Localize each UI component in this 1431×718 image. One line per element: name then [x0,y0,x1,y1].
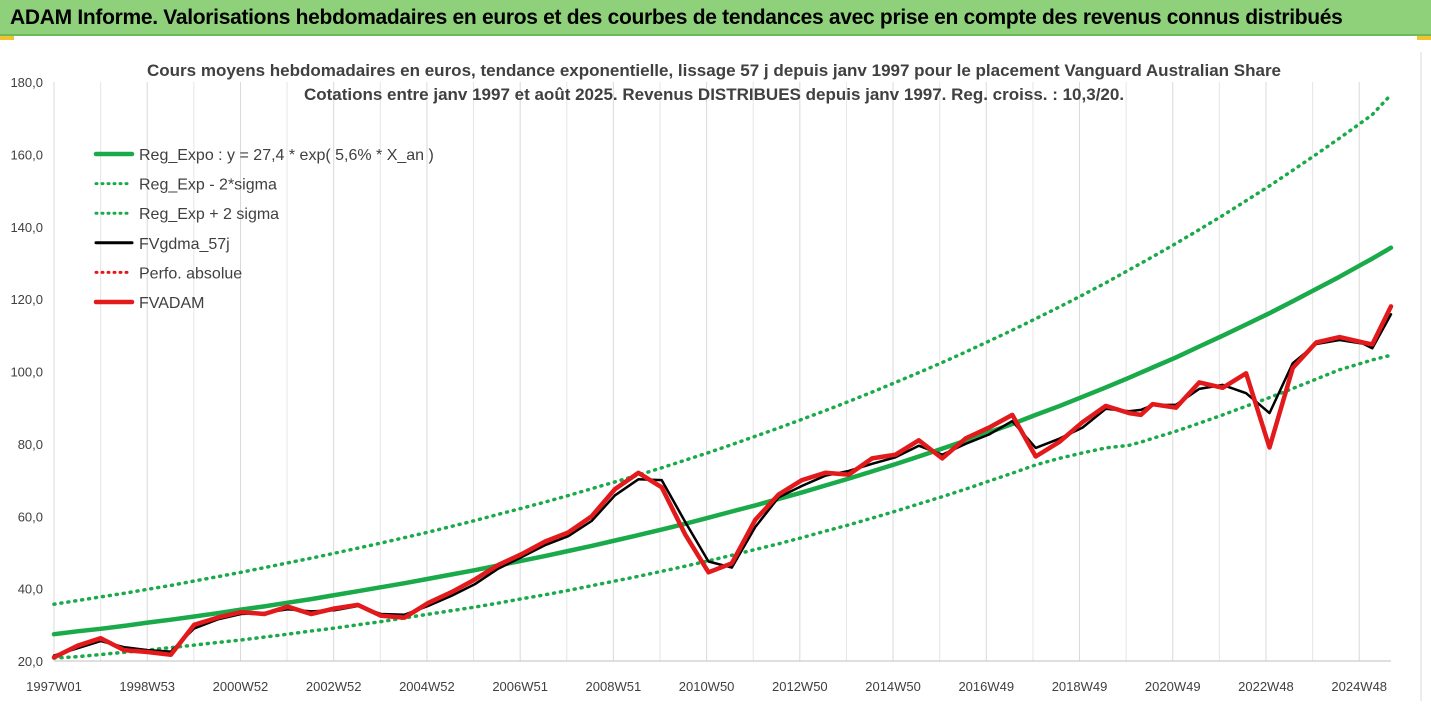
legend: Reg_Expo : y = 27,4 * exp( 5,6% * X_an )… [93,147,434,312]
chart-subtitle: Cotations entre janv 1997 et août 2025. … [304,85,1124,104]
x-tick-label: 2014W50 [865,679,921,694]
corner-marker-left [0,36,14,40]
chart: 1997W01 1998W53 2000W52 2002W52 2004W52 2006W… [10,52,1422,701]
banner: ADAM Informe. Valorisations hebdomadaire… [0,0,1431,36]
legend-label: Reg_Expo : y = 27,4 * exp( 5,6% * X_an ) [139,147,434,164]
series-line-fvadam [51,304,1394,660]
grid [53,82,1360,661]
x-tick-label: 1997W01 [26,679,82,694]
series-line-reg-exp-2-sigma [52,92,1393,606]
chart-frame: 1997W01 1998W53 2000W52 2002W52 2004W52 2006W… [0,38,1431,718]
x-tick-label: 2012W50 [772,679,828,694]
y-tick-label: 120,0 [10,292,43,307]
x-tick-label: 2024W48 [1331,679,1387,694]
legend-label: Perfo. absolue [139,265,242,282]
x-tick-label: 2020W49 [1145,679,1201,694]
legend-label: FVgdma_57j [139,236,230,253]
legend-label: FVADAM [139,295,204,312]
x-tick-label: 2008W51 [586,679,642,694]
y-tick-label: 80,0 [18,437,43,452]
y-tick-label: 140,0 [10,220,43,235]
series-line-fvgdma-57j [52,313,1393,657]
legend-label: Reg_Exp + 2 sigma [139,206,279,223]
series-line-reg-expo-y-27-4-exp-5-6-x-an [51,245,1394,637]
banner-title: ADAM Informe. Valorisations hebdomadaire… [10,6,1343,29]
y-tick-label: 100,0 [10,365,43,380]
y-tick-label: 160,0 [10,147,43,162]
chart-title: Cours moyens hebdomadaires en euros, ten… [147,61,1281,80]
x-tick-label: 2002W52 [306,679,362,694]
x-tick-label: 2006W51 [492,679,548,694]
series-lines [51,92,1394,660]
x-tick-label: 2004W52 [399,679,455,694]
x-tick-label: 2022W48 [1238,679,1294,694]
x-tick-label: 1998W53 [119,679,175,694]
x-tick-label: 2010W50 [679,679,735,694]
axes: 1997W01 1998W53 2000W52 2002W52 2004W52 2006W… [10,52,1422,701]
y-tick-label: 180,0 [10,75,43,90]
x-tick-label: 2000W52 [213,679,269,694]
y-tick-label: 40,0 [18,582,43,597]
series-line-reg-exp-2-sigma [52,353,1393,660]
y-tick-label: 20,0 [18,654,43,669]
x-tick-label: 2016W49 [958,679,1014,694]
y-tick-label: 60,0 [18,509,43,524]
corner-marker-right [1417,36,1431,40]
x-tick-label: 2018W49 [1052,679,1108,694]
legend-label: Reg_Exp - 2*sigma [139,177,277,194]
